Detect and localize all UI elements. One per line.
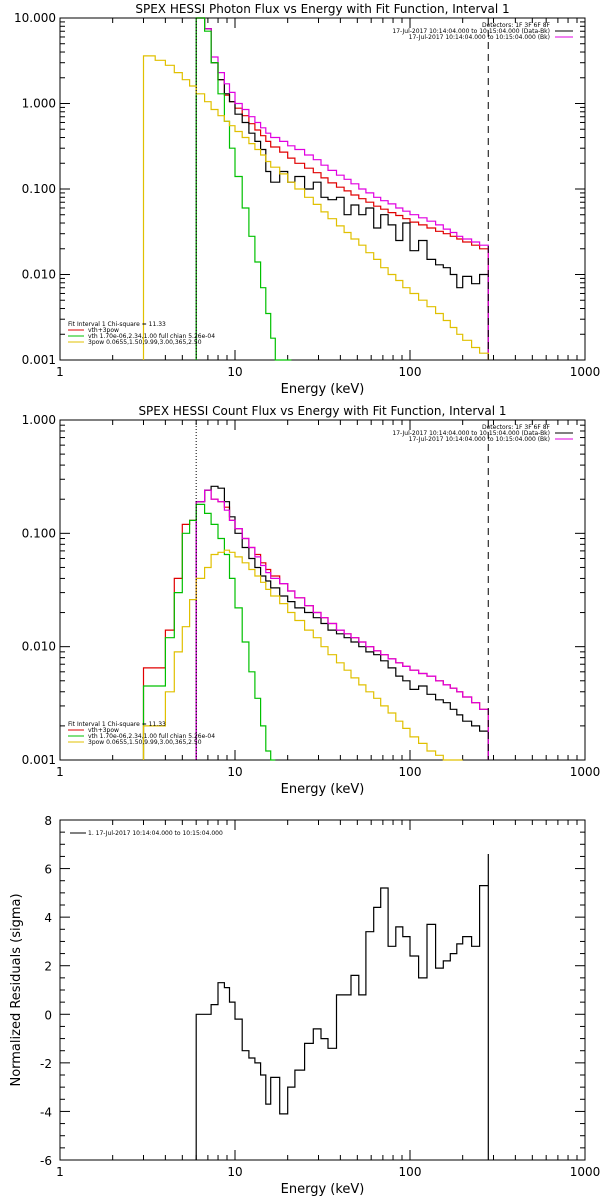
y-tick-label: 0.001 <box>22 353 56 367</box>
series-line-2-1 <box>142 489 489 760</box>
x-tick-label: 1 <box>56 365 64 379</box>
legend-fit-entry: vth+3pow <box>88 327 119 334</box>
x-tick-label: 10 <box>227 765 242 779</box>
series-line-2-5 <box>142 549 463 761</box>
x-tick-label: 10 <box>227 1165 242 1179</box>
legend-top-entry: 17-Jul-2017 10:14:04.000 to 10:15:04.000… <box>409 436 550 443</box>
x-axis-label-2: Energy (keV) <box>281 782 365 797</box>
legend-top-entry: 17-Jul-2017 10:14:04.000 to 10:15:04.000… <box>409 34 550 41</box>
legend-fit-entry: vth 1.70e-06,2.34,1.00 full chian 5.26e-… <box>88 333 215 340</box>
x-tick-label: 100 <box>399 765 422 779</box>
x-tick-label: 10 <box>227 365 242 379</box>
legend-top-entry: Detectors: 1F 3F 6F 8F <box>482 424 551 431</box>
y-tick-label: 0.100 <box>22 526 56 540</box>
x-tick-label: 1 <box>56 765 64 779</box>
series-line-3-1 <box>195 854 489 1160</box>
chart-title-1: SPEX HESSI Photon Flux vs Energy with Fi… <box>135 2 509 16</box>
legend-fit-entry: vth+3pow <box>88 727 119 734</box>
x-axis-label-3: Energy (keV) <box>281 1182 365 1197</box>
x-tick-label: 100 <box>399 365 422 379</box>
chart-title-2: SPEX HESSI Count Flux vs Energy with Fit… <box>138 404 506 418</box>
y-tick-label: -4 <box>40 1105 52 1119</box>
legend-fit-entry: vth 1.70e-06,2.34,1.00 full chian 5.26e-… <box>88 733 215 740</box>
x-tick-label: 1000 <box>570 1165 600 1179</box>
y-tick-label: 0 <box>44 1008 52 1022</box>
y-tick-label: 0.100 <box>22 182 56 196</box>
y-tick-label: 4 <box>44 911 52 925</box>
plot-frame-2 <box>59 419 586 761</box>
x-tick-label: 1 <box>56 1165 64 1179</box>
plot-frame-3 <box>59 819 586 1161</box>
series-line-2-4 <box>142 503 276 761</box>
legend-fit-entry: 3pow 0.0655,1.50,9.99,3.00,365,2.50 <box>88 339 202 346</box>
series-line-1-5 <box>142 55 489 360</box>
y-tick-label: 0.010 <box>22 640 56 654</box>
legend-fit-entry: Fit Interval 1 Chi-square = 11.33 <box>68 321 166 328</box>
y-tick-label: 2 <box>44 960 52 974</box>
y-tick-label: 1.000 <box>22 413 56 427</box>
series-line-1-2 <box>195 17 489 360</box>
legend-top-entry: 17-Jul-2017 10:14:04.000 to 10:15:04.000… <box>392 28 550 35</box>
y-tick-label: 8 <box>44 814 52 828</box>
y-tick-label: 10.000 <box>14 11 56 25</box>
series-line-2-2 <box>195 485 489 760</box>
y-tick-label: -6 <box>40 1154 52 1168</box>
y-tick-label: 6 <box>44 863 52 877</box>
y-tick-label: 0.010 <box>22 268 56 282</box>
x-tick-label: 100 <box>399 1165 422 1179</box>
series-line-1-3 <box>195 17 489 360</box>
x-tick-label: 1000 <box>570 765 600 779</box>
x-tick-label: 1000 <box>570 365 600 379</box>
series-line-2-3 <box>195 489 489 760</box>
y-tick-label: 0.001 <box>22 753 56 767</box>
legend-fit-entry: 3pow 0.0655,1.50,9.99,3.00,365,2.50 <box>88 739 202 746</box>
legend-top-entry: 17-Jul-2017 10:14:04.000 to 10:15:04.000… <box>392 430 550 437</box>
plot-frame-1 <box>59 17 586 361</box>
legend-fit-entry: Fit Interval 1 Chi-square = 11.33 <box>68 721 166 728</box>
legend-top-entry: Detectors: 1F 3F 6F 8F <box>482 22 551 29</box>
legend-residual-entry: 1. 17-Jul-2017 10:14:04.000 to 10:15:04.… <box>88 830 223 837</box>
y-tick-label: -2 <box>40 1057 52 1071</box>
y-axis-label-3: Normalized Residuals (sigma) <box>9 893 24 1086</box>
x-axis-label-1: Energy (keV) <box>281 382 365 397</box>
series-line-1-1 <box>195 17 489 360</box>
y-tick-label: 1.000 <box>22 97 56 111</box>
series-line-1-4 <box>195 17 292 361</box>
